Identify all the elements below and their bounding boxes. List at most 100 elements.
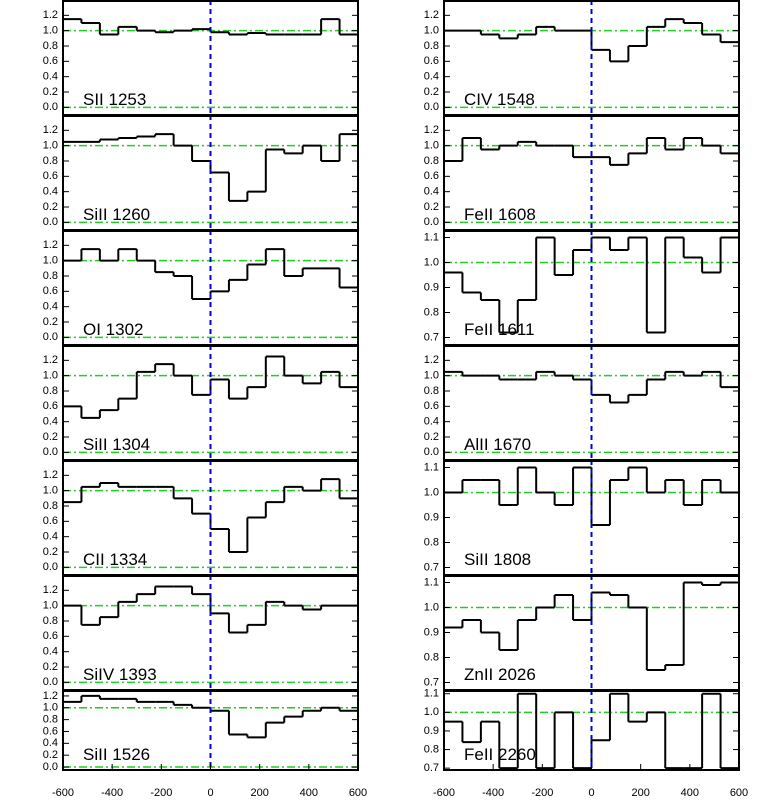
y-tick-label: 0.6 [43, 630, 58, 642]
y-tick-label: 1.0 [424, 601, 439, 613]
x-tick-label: 200 [250, 787, 268, 799]
y-tick-label: 0.4 [424, 416, 439, 428]
y-tick-label: 0.9 [424, 725, 439, 737]
panel-label: OI 1302 [83, 320, 144, 339]
y-tick-label: 0.2 [43, 749, 58, 761]
y-tick-label: 1.0 [43, 255, 58, 267]
y-tick-label: 0.4 [43, 646, 58, 658]
y-tick-label: 1.2 [43, 354, 58, 366]
y-tick-label: 0.4 [43, 737, 58, 749]
y-tick-label: 1.0 [43, 370, 58, 382]
y-tick-label: 0.6 [43, 515, 58, 527]
y-tick-label: 1.2 [424, 124, 439, 136]
y-tick-label: 1.0 [43, 485, 58, 497]
y-tick-label: 0.4 [43, 531, 58, 543]
y-tick-label: 1.0 [43, 600, 58, 612]
x-tick-label: -200 [150, 787, 172, 799]
panel-label: SiII 1260 [83, 205, 150, 224]
x-tick-label: 0 [207, 787, 213, 799]
y-tick-label: 0.4 [424, 71, 439, 83]
y-tick-label: 0.2 [43, 546, 58, 558]
y-tick-label: 0.7 [424, 676, 439, 688]
y-tick-label: 0.6 [424, 400, 439, 412]
y-tick-label: 0.0 [43, 561, 58, 573]
panel-label: AlII 1670 [464, 435, 531, 454]
y-tick-label: 0.8 [43, 385, 58, 397]
y-tick-label: 0.6 [43, 285, 58, 297]
y-tick-label: 0.8 [43, 270, 58, 282]
y-tick-label: 0.4 [424, 186, 439, 198]
y-tick-label: 1.0 [424, 256, 439, 268]
y-tick-label: 1.2 [43, 124, 58, 136]
panel-label: FeII 1611 [464, 320, 535, 339]
y-tick-label: 1.0 [43, 25, 58, 37]
y-tick-label: 0.2 [43, 431, 58, 443]
y-tick-label: 1.2 [424, 9, 439, 21]
x-tick-label: -600 [433, 787, 455, 799]
y-tick-label: 1.2 [43, 469, 58, 481]
y-tick-label: 0.4 [43, 301, 58, 313]
panel-label: SiIV 1393 [83, 665, 157, 684]
x-tick-label: 0 [588, 787, 594, 799]
y-tick-label: 0.7 [424, 331, 439, 343]
y-tick-label: 1.1 [424, 231, 439, 243]
y-tick-label: 0.0 [43, 101, 58, 113]
x-tick-label: 600 [730, 787, 748, 799]
y-tick-label: 0.0 [43, 676, 58, 688]
y-tick-label: 0.8 [424, 536, 439, 548]
y-tick-label: 0.8 [43, 615, 58, 627]
y-tick-label: 0.0 [43, 331, 58, 343]
y-tick-label: 0.6 [43, 400, 58, 412]
y-tick-label: 1.2 [43, 9, 58, 21]
y-tick-label: 0.8 [424, 155, 439, 167]
y-tick-label: 1.1 [424, 461, 439, 473]
x-tick-label: -200 [531, 787, 553, 799]
y-tick-label: 0.0 [43, 446, 58, 458]
y-tick-label: 1.0 [43, 702, 58, 714]
y-tick-label: 1.2 [43, 690, 58, 702]
panel-label: SiII 1526 [83, 745, 150, 764]
y-tick-label: 0.7 [424, 561, 439, 573]
y-tick-label: 0.2 [424, 201, 439, 213]
panel-label: CIV 1548 [464, 90, 535, 109]
panel-label: SiII 1304 [83, 435, 150, 454]
panel-label: SiII 1808 [464, 550, 531, 569]
y-tick-label: 1.0 [424, 706, 439, 718]
y-tick-label: 0.2 [424, 431, 439, 443]
y-tick-label: 0.8 [424, 385, 439, 397]
y-tick-label: 0.6 [43, 170, 58, 182]
y-tick-label: 0.8 [424, 651, 439, 663]
y-tick-label: 0.0 [424, 101, 439, 113]
y-tick-label: 1.1 [424, 688, 439, 700]
y-tick-label: 0.9 [424, 281, 439, 293]
y-tick-label: 0.8 [424, 743, 439, 755]
y-tick-label: 0.6 [43, 725, 58, 737]
y-tick-label: 0.8 [424, 40, 439, 52]
x-tick-label: 600 [349, 787, 367, 799]
y-tick-label: 0.8 [43, 155, 58, 167]
y-tick-label: 0.8 [43, 40, 58, 52]
y-tick-label: 0.2 [43, 86, 58, 98]
y-tick-label: 0.8 [424, 306, 439, 318]
y-tick-label: 0.7 [424, 762, 439, 774]
y-tick-label: 0.9 [424, 626, 439, 638]
y-tick-label: 0.0 [424, 446, 439, 458]
y-tick-label: 1.0 [424, 25, 439, 37]
y-tick-label: 0.6 [43, 55, 58, 67]
y-tick-label: 0.0 [43, 761, 58, 773]
y-tick-label: 0.9 [424, 511, 439, 523]
y-tick-label: 1.0 [424, 140, 439, 152]
x-tick-label: 200 [631, 787, 649, 799]
panel-label: SII 1253 [83, 90, 146, 109]
x-tick-label: 400 [681, 787, 699, 799]
y-tick-label: 0.6 [424, 170, 439, 182]
y-tick-label: 0.2 [424, 86, 439, 98]
y-tick-label: 1.2 [424, 354, 439, 366]
y-tick-label: 1.2 [43, 239, 58, 251]
y-tick-label: 0.8 [43, 500, 58, 512]
y-tick-label: 0.4 [43, 416, 58, 428]
x-tick-label: -600 [52, 787, 74, 799]
panel-label: ZnII 2026 [464, 665, 536, 684]
x-tick-label: -400 [482, 787, 504, 799]
